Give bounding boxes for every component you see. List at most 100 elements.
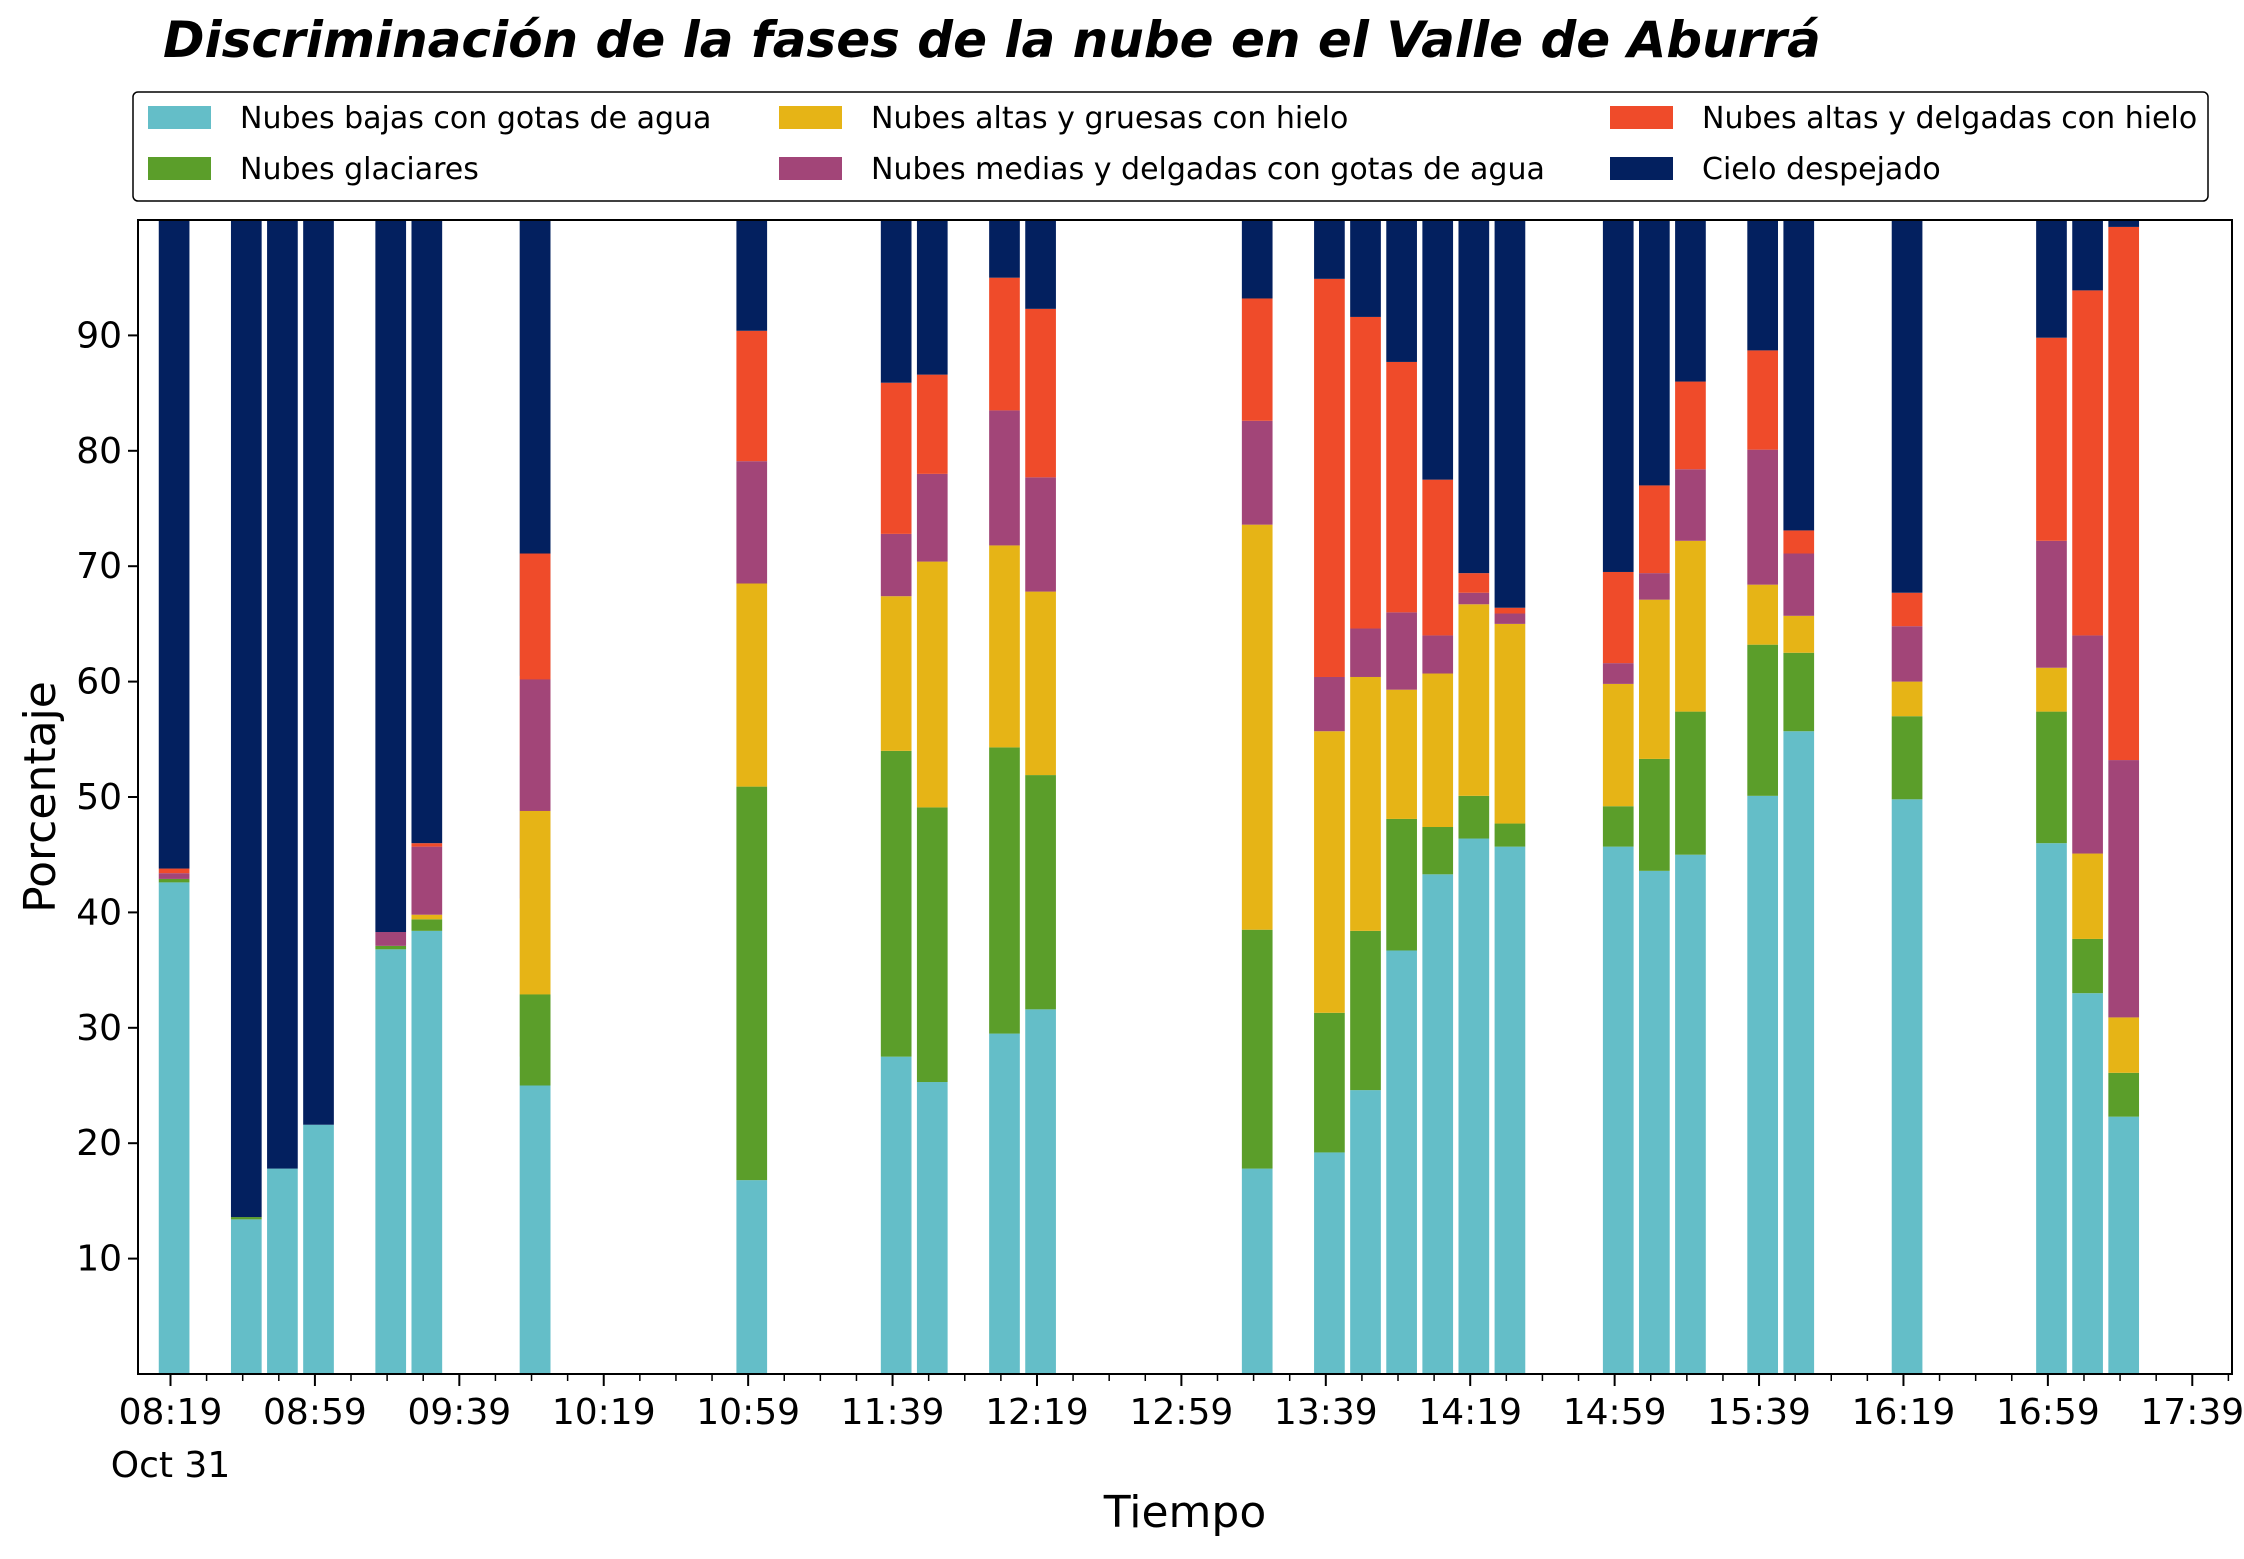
- bar-1350-nubes-bajas-con-gotas-de-agua: [1350, 1090, 1381, 1374]
- bar-1520-cielo-despejado: [1675, 220, 1706, 382]
- bar-1140-cielo-despejado: [880, 220, 912, 383]
- legend-label-cielo-despejado: Cielo despejado: [1702, 152, 1941, 187]
- bar-1410-nubes-medias-y-delgadas-con-gotas-de-agua: [1422, 635, 1454, 674]
- bar-1410-nubes-glaciares: [1422, 827, 1454, 875]
- bar-1540-nubes-medias-y-delgadas-con-gotas-de-agua: [1747, 449, 1778, 585]
- bar-1700-cielo-despejado: [2036, 220, 2067, 338]
- bar-0930-nubes-glaciares: [411, 919, 443, 931]
- legend-swatch-nubes-bajas-con-gotas-de-agua: [148, 106, 211, 129]
- bar-0930-nubes-altas-y-delgadas-con-hielo: [411, 843, 443, 847]
- y-axis-label: Porcentaje: [15, 681, 66, 913]
- y-axis: 10 20 30 40 50 60 70 80 90: [76, 315, 138, 1280]
- x-tick-label-1539: 15:39: [1707, 1392, 1811, 1433]
- x-tick-label-1659: 16:59: [1996, 1392, 2100, 1433]
- bar-1350-nubes-medias-y-delgadas-con-gotas-de-agua: [1350, 628, 1381, 677]
- legend-label-nubes-altas-y-delgadas-con-hielo: Nubes altas y delgadas con hielo: [1702, 101, 2197, 136]
- bars: [158, 220, 2140, 1374]
- bar-1060-nubes-altas-y-gruesas-con-hielo: [736, 583, 768, 787]
- bar-1000-cielo-despejado: [519, 220, 551, 554]
- y-tick-label-40: 40: [76, 892, 122, 933]
- bar-1340-nubes-medias-y-delgadas-con-gotas-de-agua: [1314, 676, 1345, 732]
- bar-1000-nubes-bajas-con-gotas-de-agua: [519, 1085, 551, 1374]
- bar-0840-nubes-glaciares: [230, 1217, 262, 1220]
- x-tick-label-1259: 12:59: [1130, 1392, 1234, 1433]
- bar-1000-nubes-medias-y-delgadas-con-gotas-de-agua: [519, 679, 551, 811]
- x-tick-label-0939: 09:39: [407, 1392, 511, 1433]
- bar-1340-nubes-altas-y-gruesas-con-hielo: [1314, 731, 1345, 1013]
- bar-1700-nubes-altas-y-delgadas-con-hielo: [2036, 337, 2067, 541]
- bar-1400-nubes-altas-y-delgadas-con-hielo: [1386, 361, 1417, 613]
- bar-1520-nubes-glaciares: [1675, 711, 1706, 855]
- bar-1720-cielo-despejado: [2108, 220, 2140, 227]
- bar-1340-nubes-bajas-con-gotas-de-agua: [1314, 1152, 1345, 1374]
- bar-1510-cielo-despejado: [1639, 220, 1670, 486]
- bar-1520-nubes-bajas-con-gotas-de-agua: [1675, 854, 1706, 1374]
- bar-1150-nubes-altas-y-delgadas-con-hielo: [916, 374, 948, 474]
- bar-1520-nubes-altas-y-delgadas-con-hielo: [1675, 381, 1706, 470]
- bar-1320-nubes-glaciares: [1241, 929, 1273, 1169]
- bar-1350-cielo-despejado: [1350, 220, 1381, 317]
- legend-label-nubes-altas-y-gruesas-con-hielo: Nubes altas y gruesas con hielo: [871, 101, 1348, 136]
- bar-1060-cielo-despejado: [736, 220, 768, 331]
- x-date-label: Oct 31: [111, 1445, 231, 1486]
- bar-1700-nubes-glaciares: [2036, 711, 2067, 844]
- bar-1150-nubes-altas-y-gruesas-con-hielo: [916, 561, 948, 808]
- bar-1150-nubes-medias-y-delgadas-con-gotas-de-agua: [916, 473, 948, 562]
- bar-1500-cielo-despejado: [1602, 220, 1634, 572]
- bar-1000-nubes-altas-y-delgadas-con-hielo: [519, 553, 551, 680]
- y-tick-label-30: 30: [76, 1008, 122, 1049]
- bar-1140-nubes-bajas-con-gotas-de-agua: [880, 1056, 912, 1374]
- bar-1220-cielo-despejado: [1025, 220, 1056, 309]
- bar-1220-nubes-altas-y-delgadas-con-hielo: [1025, 308, 1056, 478]
- legend-swatch-nubes-glaciares: [148, 157, 211, 180]
- bar-1420-nubes-altas-y-delgadas-con-hielo: [1458, 573, 1490, 593]
- bar-0930-nubes-medias-y-delgadas-con-gotas-de-agua: [411, 846, 443, 915]
- bar-1710-nubes-medias-y-delgadas-con-gotas-de-agua: [2072, 635, 2103, 854]
- bar-1620-nubes-bajas-con-gotas-de-agua: [1891, 799, 1923, 1374]
- bar-1000-nubes-altas-y-gruesas-con-hielo: [519, 810, 551, 995]
- bar-1210-nubes-medias-y-delgadas-con-gotas-de-agua: [989, 410, 1020, 546]
- bar-0930-nubes-altas-y-gruesas-con-hielo: [411, 914, 443, 920]
- bar-0820-nubes-bajas-con-gotas-de-agua: [158, 882, 190, 1374]
- bar-1210-nubes-glaciares: [989, 747, 1020, 1034]
- x-tick-label-1619: 16:19: [1852, 1392, 1956, 1433]
- bar-1540-nubes-altas-y-gruesas-con-hielo: [1747, 584, 1778, 645]
- bar-1550-nubes-medias-y-delgadas-con-gotas-de-agua: [1783, 553, 1815, 616]
- bar-1400-cielo-despejado: [1386, 220, 1417, 362]
- legend-swatch-nubes-altas-y-delgadas-con-hielo: [1610, 106, 1673, 129]
- bar-1400-nubes-glaciares: [1386, 818, 1417, 951]
- x-tick-label-0859: 08:59: [263, 1392, 367, 1433]
- x-tick-label-1739: 17:39: [2140, 1392, 2244, 1433]
- bar-1320-nubes-medias-y-delgadas-con-gotas-de-agua: [1241, 420, 1273, 525]
- bar-1550-nubes-altas-y-delgadas-con-hielo: [1783, 530, 1815, 554]
- bar-0900-nubes-bajas-con-gotas-de-agua: [303, 1124, 334, 1374]
- bar-1510-nubes-bajas-con-gotas-de-agua: [1639, 870, 1670, 1374]
- bar-1150-cielo-despejado: [916, 220, 948, 375]
- bar-1430-nubes-altas-y-delgadas-con-hielo: [1494, 607, 1526, 614]
- bar-0820-nubes-medias-y-delgadas-con-gotas-de-agua: [158, 873, 190, 879]
- bar-1420-nubes-medias-y-delgadas-con-gotas-de-agua: [1458, 592, 1490, 605]
- bar-1500-nubes-bajas-con-gotas-de-agua: [1602, 846, 1634, 1374]
- bar-1150-nubes-bajas-con-gotas-de-agua: [916, 1082, 948, 1374]
- legend-label-nubes-glaciares: Nubes glaciares: [240, 152, 479, 187]
- bar-1320-nubes-bajas-con-gotas-de-agua: [1241, 1168, 1273, 1374]
- bar-1140-nubes-altas-y-gruesas-con-hielo: [880, 596, 912, 751]
- bar-1420-nubes-bajas-con-gotas-de-agua: [1458, 838, 1490, 1374]
- bar-1720-nubes-medias-y-delgadas-con-gotas-de-agua: [2108, 760, 2140, 1018]
- bar-1710-nubes-bajas-con-gotas-de-agua: [2072, 993, 2103, 1374]
- legend-label-nubes-medias-y-delgadas-con-gotas-de-agua: Nubes medias y delgadas con gotas de agu…: [871, 152, 1545, 187]
- bar-1510-nubes-altas-y-delgadas-con-hielo: [1639, 485, 1670, 574]
- y-tick-label-20: 20: [76, 1123, 122, 1164]
- bar-1400-nubes-medias-y-delgadas-con-gotas-de-agua: [1386, 612, 1417, 690]
- bar-1140-nubes-glaciares: [880, 750, 912, 1057]
- bar-1220-nubes-glaciares: [1025, 775, 1056, 1010]
- bar-1400-nubes-altas-y-gruesas-con-hielo: [1386, 689, 1417, 819]
- bar-1550-nubes-glaciares: [1783, 652, 1815, 732]
- x-tick-label-1139: 11:39: [841, 1392, 945, 1433]
- x-axis: 08:19 Oct 31 08:59 09:39 10:19 10:59 11:39 12:1…: [111, 1374, 2244, 1486]
- bar-1550-nubes-altas-y-gruesas-con-hielo: [1783, 615, 1815, 653]
- bar-1620-cielo-despejado: [1891, 220, 1923, 593]
- bar-1060-nubes-bajas-con-gotas-de-agua: [736, 1180, 768, 1374]
- bar-1420-nubes-altas-y-gruesas-con-hielo: [1458, 604, 1490, 796]
